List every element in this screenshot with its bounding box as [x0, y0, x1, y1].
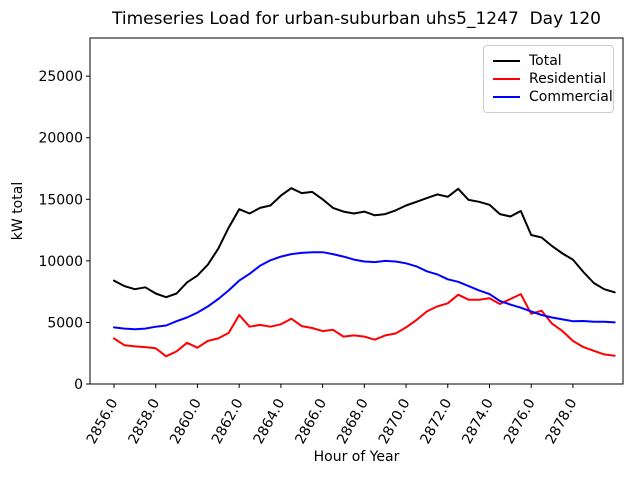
residential-line-swatch	[493, 78, 520, 80]
legend-label-residential: Residential	[529, 71, 607, 87]
y-tick-label: 25000	[38, 69, 83, 85]
x-tick-label: 2872.0	[418, 396, 456, 447]
legend-item-total: Total	[493, 52, 604, 70]
axes-box	[89, 37, 624, 385]
x-tick-label: 2864.0	[251, 396, 289, 447]
commercial-line-swatch	[493, 96, 520, 98]
y-tick-label: 0	[74, 377, 83, 393]
x-tick-label: 2878.0	[543, 396, 581, 447]
legend-item-residential: Residential	[493, 70, 607, 88]
y-tick-label: 15000	[38, 192, 83, 208]
legend-item-commercial: Commercial	[493, 88, 613, 106]
x-tick-label: 2858.0	[125, 396, 163, 447]
x-axis-label: Hour of Year	[314, 449, 400, 465]
y-tick-label: 20000	[38, 131, 83, 147]
total-line-swatch	[493, 60, 520, 62]
x-tick-label: 2860.0	[167, 396, 205, 447]
y-tick-label: 10000	[38, 254, 83, 270]
legend-label-commercial: Commercial	[529, 89, 613, 105]
residential-series-line	[113, 293, 616, 358]
commercial-series-line	[113, 251, 616, 331]
x-tick-label: 2876.0	[501, 396, 539, 447]
legend-label-total: Total	[529, 53, 562, 69]
total-series-line	[113, 187, 616, 299]
x-tick-label: 2874.0	[459, 396, 497, 447]
x-tick-label: 2862.0	[209, 396, 247, 447]
x-tick-label: 2870.0	[376, 396, 414, 447]
y-axis-label: kW total	[10, 182, 26, 240]
legend: Total Residential Commercial	[483, 45, 614, 113]
x-tick-label: 2868.0	[334, 396, 372, 447]
chart-title: Timeseries Load for urban-suburban uhs5_…	[112, 9, 601, 29]
x-tick-label: 2856.0	[84, 396, 122, 447]
x-tick-label: 2866.0	[292, 396, 330, 447]
y-tick-label: 5000	[47, 315, 83, 331]
